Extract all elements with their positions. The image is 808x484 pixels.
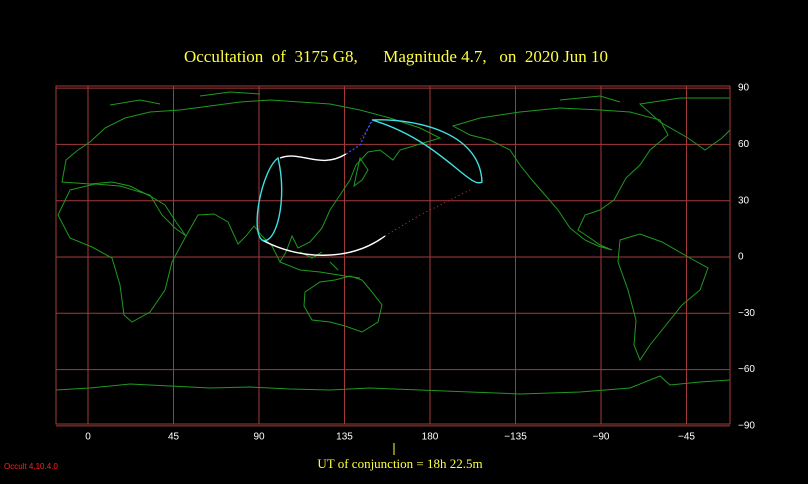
antarctica xyxy=(56,375,730,395)
x-tick-label: −45 xyxy=(678,432,695,443)
path-blue xyxy=(345,119,373,155)
path-south-white xyxy=(261,235,386,256)
x-tick-label: −135 xyxy=(504,432,527,443)
grid xyxy=(56,86,730,427)
japan xyxy=(353,156,369,188)
y-tick-label: −30 xyxy=(738,308,755,319)
conjunction-label: UT of conjunction = 18h 22.5m xyxy=(317,456,482,471)
australia xyxy=(303,275,383,333)
x-tick-label: 180 xyxy=(422,432,439,443)
y-tick-label: 90 xyxy=(738,83,750,94)
path-red-dotted xyxy=(359,121,471,237)
path-west-loop xyxy=(256,156,283,242)
title: Occultation of 3175 G8, Magnitude 4.7, o… xyxy=(184,47,608,66)
arctic-islands xyxy=(109,91,621,106)
y-tick-label: 30 xyxy=(738,195,750,206)
y-tick-label: 60 xyxy=(738,139,750,150)
eurasia xyxy=(61,99,442,264)
coastlines xyxy=(56,91,730,395)
y-tick-label: −60 xyxy=(738,364,755,375)
y-tick-label: −90 xyxy=(738,421,755,432)
north-america xyxy=(451,107,669,251)
occultation-path xyxy=(256,119,483,256)
ticks: 0 45 90 135 180 −135 −90 −45 90 60 30 0 −30 −60 −90 xyxy=(85,83,755,443)
x-tick-label: 135 xyxy=(336,432,353,443)
x-tick-label: 0 xyxy=(85,432,91,443)
x-tick-label: 90 xyxy=(253,432,265,443)
x-tick-label: −90 xyxy=(593,432,610,443)
greenland xyxy=(638,97,730,151)
south-america xyxy=(617,233,709,362)
x-tick-label: 45 xyxy=(168,432,180,443)
path-east-loop xyxy=(371,119,483,184)
y-tick-label: 0 xyxy=(738,252,744,263)
path-north-white xyxy=(279,153,347,162)
map-border xyxy=(55,85,731,425)
version-label: Occult 4.10.4.0 xyxy=(4,462,58,471)
